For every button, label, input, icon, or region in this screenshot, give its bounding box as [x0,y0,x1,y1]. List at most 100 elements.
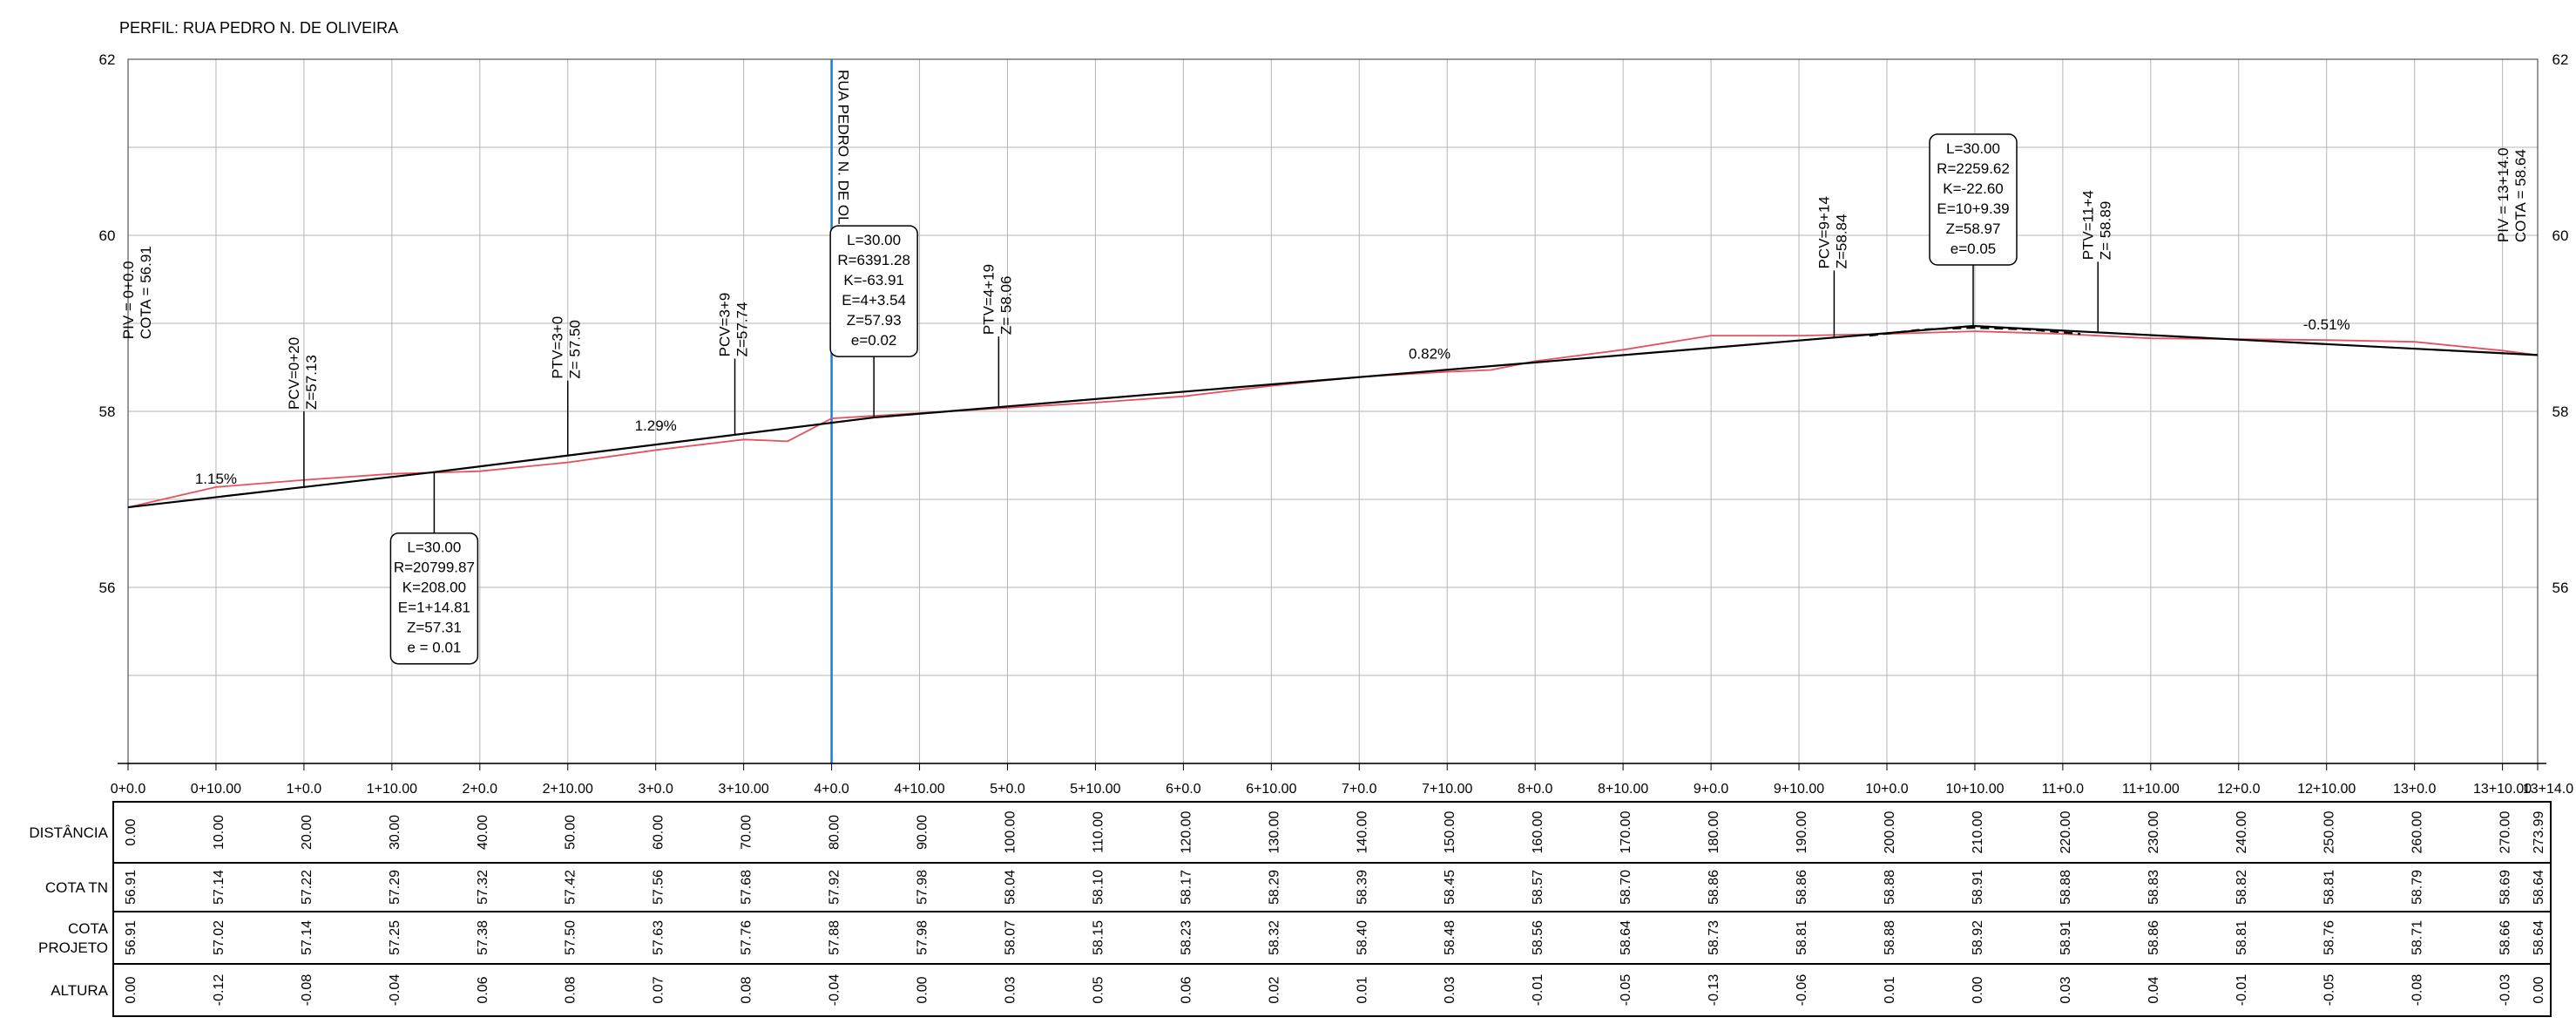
table-cell: 0.00 [124,818,139,845]
y-tick-label-left: 56 [99,580,116,596]
curve-box-text: e=0.02 [851,332,896,349]
table-cell: 0.00 [2532,976,2546,1003]
table-cell: 58.48 [1443,920,1457,955]
station-label: 2+10.00 [543,782,593,797]
table-cell: 57.50 [564,920,578,955]
table-cell: 58.71 [2410,920,2425,955]
station-label: 13+0.0 [2393,782,2436,797]
table-cell: 0.01 [1355,976,1369,1003]
table-cell: 58.76 [2322,920,2337,955]
table-cell: 57.42 [564,870,578,905]
station-label: 11+10.00 [2122,782,2180,797]
table-cell: -0.08 [300,974,314,1007]
point-label: Z= 57.50 [567,320,584,379]
axes: 62 62 60 60 58 58 56 56 0+0.0 0+10.00 1+0.0 1+10.00… [99,51,2574,797]
table-cell: 180.00 [1707,811,1721,853]
curve-box-text: E=4+3.54 [842,292,906,309]
curve-box-text: K=-63.91 [843,272,903,288]
table-cell: 80.00 [828,815,842,850]
table-cell: 200.00 [1883,811,1897,853]
table-cell: 57.14 [300,920,314,955]
table-cell: 0.00 [1971,976,1985,1003]
table-cell: 273.99 [2532,811,2546,853]
slope-label: 1.29% [635,417,677,434]
table-cell: 10.00 [212,815,226,850]
table-cell: 140.00 [1355,811,1369,853]
point-label: PCV=3+9 [717,293,734,357]
table-cell: 56.91 [124,870,139,905]
table-cell: -0.01 [2235,974,2249,1007]
curve-box-text: Z=57.31 [407,620,462,636]
table-cell: 58.15 [1091,920,1105,955]
table-cell: 110.00 [1091,811,1105,853]
table-cell: 58.91 [2059,920,2073,955]
table-cell: 58.45 [1443,870,1457,905]
table-cell: 58.81 [2322,870,2337,905]
table-cell: 58.39 [1355,870,1369,905]
station-label: 13+14.0 [2523,782,2573,797]
drawing-title: PERFIL: RUA PEDRO N. DE OLIVEIRA [119,19,398,37]
station-label: 10+10.00 [1945,782,2004,797]
station-label: 1+10.00 [367,782,417,797]
table-cell: 58.83 [2147,870,2161,905]
table-cell: 0.06 [1179,976,1193,1003]
station-label: 3+10.00 [719,782,769,797]
station-label: 7+0.0 [1342,782,1377,797]
station-label: 7+10.00 [1422,782,1472,797]
table-cell: 57.14 [212,870,226,905]
table-cell: 120.00 [1179,811,1193,853]
table-cell: 0.01 [1883,976,1897,1003]
table-cell: 58.64 [1619,920,1633,955]
table-cell: 58.88 [2059,870,2073,905]
table-cell: 100.00 [1003,811,1018,853]
station-label: 4+10.00 [894,782,944,797]
slope-label: -0.51% [2303,316,2350,333]
curve-box-text: Z=57.93 [847,312,902,329]
series-project [127,324,2538,509]
table-cell: 57.98 [916,870,930,905]
series-terrain [127,330,2539,508]
table-cell: 57.68 [740,870,754,905]
table-cell: 0.08 [564,976,578,1003]
curve-box-text: R=20799.87 [394,560,475,576]
table-cell: -0.06 [1795,974,1809,1007]
curve-box-text: L=30.00 [1946,140,2000,157]
point-label: Z=58.84 [1833,214,1849,269]
point-label: PIV = 13+14.0 [2495,147,2512,242]
table-cell: 57.22 [300,870,314,905]
intersection-label: RUA PEDRO N. DE OLIVEIRA [835,70,852,274]
table-cell: 58.64 [2532,920,2546,955]
table-cell: -0.04 [388,974,402,1007]
curve-box-text: E=1+14.81 [398,600,470,616]
table-cell: 0.05 [1091,976,1105,1003]
station-label: 3+0.0 [638,782,673,797]
table-cell: 58.64 [2532,870,2546,905]
table-row-label: COTA [68,920,109,937]
table-cell: 230.00 [2147,811,2161,853]
curve-box-text: K=-22.60 [1943,180,2003,197]
table-cell: 58.86 [1795,870,1809,905]
y-tick-label-right: 60 [2552,227,2569,244]
table-cell: 0.08 [740,976,754,1003]
table-cell: 57.29 [388,870,402,905]
table-cell: -0.03 [2498,974,2513,1007]
table-cell: 0.04 [2147,976,2161,1003]
curve-box-text: R=6391.28 [837,252,910,268]
table-cell: 57.76 [740,920,754,955]
station-label: 12+10.00 [2297,782,2356,797]
table-cell: 58.88 [1883,920,1897,955]
station-label: 9+10.00 [1774,782,1824,797]
station-label: 8+10.00 [1598,782,1648,797]
point-label: PIV = 0+0.0 [120,261,137,339]
station-label: 12+0.0 [2217,782,2260,797]
point-label: Z= 58.06 [997,276,1014,336]
table-cell: 58.81 [1795,920,1809,955]
point-label: Z=57.13 [303,355,320,410]
table-cell: 70.00 [740,815,754,850]
table-cell: 57.92 [828,870,842,905]
table-cell: 58.92 [1971,920,1985,955]
point-label: PCV=9+14 [1815,196,1832,268]
point-label: COTA = 58.64 [2512,149,2529,242]
table-cell: 190.00 [1795,811,1809,853]
